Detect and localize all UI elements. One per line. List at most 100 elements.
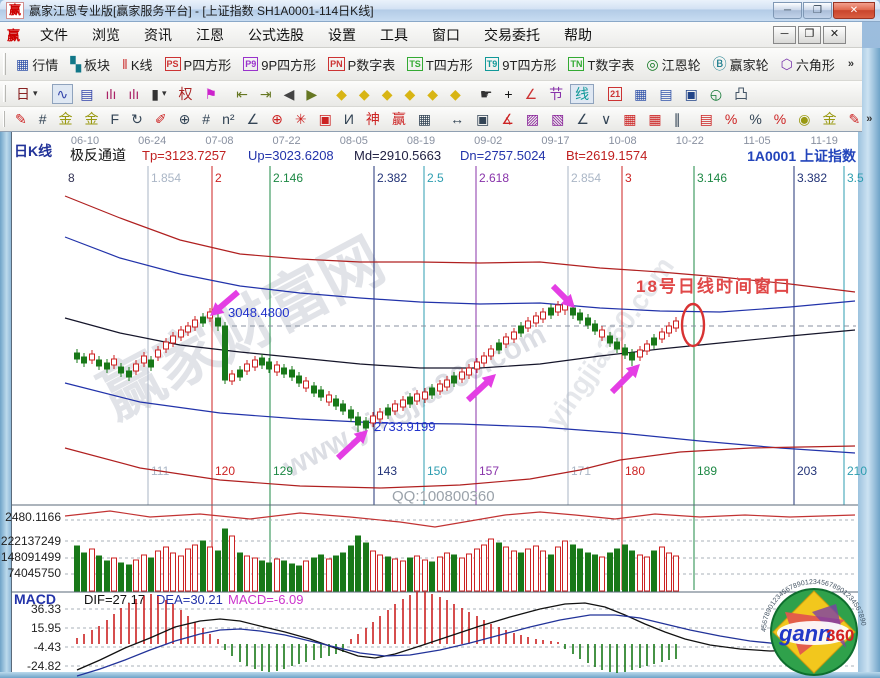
fan-tool[interactable]: ∡	[496, 109, 519, 129]
grid-box-tool[interactable]: ▧	[546, 109, 569, 129]
flag-button[interactable]: ⚑	[200, 84, 223, 104]
sectors-button[interactable]: ▚ 板块	[65, 53, 115, 76]
menu-item-6[interactable]: 工具	[380, 26, 409, 43]
mdi-close-button[interactable]: ✕	[823, 25, 846, 44]
dense-grid2-tool[interactable]: ▦	[643, 109, 666, 129]
price-list-tool[interactable]: ▤	[695, 109, 718, 129]
nine-p-square-button[interactable]: P9 9P四方形	[238, 53, 321, 76]
t-number-table-button[interactable]: TN T数字表	[563, 53, 639, 76]
crosshair-button[interactable]: +	[499, 84, 517, 104]
chart-export-button[interactable]: ◵	[705, 84, 727, 104]
parallel-tool[interactable]: ∥	[669, 109, 686, 129]
percent-wave-tool[interactable]: %	[720, 109, 742, 129]
menu-item-9[interactable]: 帮助	[564, 26, 593, 43]
ying-tool[interactable]: 赢	[387, 109, 411, 129]
first-page-button[interactable]: ⇤	[231, 84, 253, 104]
window-frame-right[interactable]	[858, 48, 880, 678]
span-tool[interactable]: ↔	[445, 109, 469, 129]
single-candle-dropdown-arrow-icon[interactable]: ▾	[162, 88, 167, 98]
menu-item-0[interactable]: 文件	[40, 26, 69, 43]
p-number-table-button[interactable]: PN P数字表	[323, 53, 400, 76]
line-tool-button[interactable]: 线	[570, 83, 595, 104]
pen-ruler-tool[interactable]: ✎	[843, 109, 865, 129]
kline-button[interactable]: ǁ K线	[117, 53, 157, 76]
notes-button[interactable]: ▤	[654, 84, 677, 104]
grid123-tool[interactable]: ▦	[413, 109, 436, 129]
fan-box-tool[interactable]: ▨	[521, 109, 544, 129]
menu-item-5[interactable]: 设置	[328, 26, 357, 43]
v-lines-tool[interactable]: ∨	[596, 109, 616, 129]
last-page-button[interactable]: ⇥	[255, 84, 277, 104]
title-bar[interactable]: 赢 赢家江恩专业版[赢家服务平台] - [上证指数 SH1A0001-114日K…	[0, 0, 880, 22]
marker-tool[interactable]: ✐	[150, 109, 172, 129]
gold-grid-tool[interactable]: 金	[54, 109, 78, 129]
next-button[interactable]: ▶	[301, 84, 322, 104]
gold-grid2-tool[interactable]: 金	[80, 109, 104, 129]
candle-style-dropdown-arrow-icon[interactable]: ▾	[33, 88, 38, 98]
angle-measure-button[interactable]: ∠	[520, 84, 543, 104]
calendar-button[interactable]: 21	[603, 85, 627, 103]
spiral-tool[interactable]: ↻	[126, 109, 148, 129]
print-button[interactable]: 凸	[729, 84, 753, 104]
toolbar3-overflow-button[interactable]: »	[866, 113, 872, 125]
shen-tool[interactable]: 神	[361, 109, 385, 129]
bars9-button[interactable]: ılı	[123, 84, 144, 104]
percent-tool[interactable]: %	[744, 109, 766, 129]
menu-item-1[interactable]: 浏览	[92, 26, 121, 43]
menu-item-2[interactable]: 资讯	[144, 26, 173, 43]
quotes-button[interactable]: ▦ 行情	[11, 53, 63, 76]
pencil-tool[interactable]: ✎	[10, 109, 32, 129]
candle-style-dropdown[interactable]: 日 ▾	[11, 84, 43, 104]
diamond-shrink-button[interactable]: ◆	[399, 84, 420, 104]
menu-item-3[interactable]: 江恩	[196, 26, 225, 43]
menu-item-7[interactable]: 窗口	[432, 26, 461, 43]
minimize-button[interactable]: ─	[773, 2, 802, 19]
gann-wheel-button[interactable]: ◎ 江恩轮	[641, 53, 705, 76]
mdi-restore-button[interactable]: ❐	[798, 25, 821, 44]
grid-tool[interactable]: #	[34, 109, 52, 129]
mdi-minimize-button[interactable]: ─	[773, 25, 796, 44]
star-tool[interactable]: ✳	[290, 109, 312, 129]
save-button[interactable]: ▣	[680, 84, 703, 104]
window-frame-bottom[interactable]	[0, 672, 880, 678]
single-candle-dropdown[interactable]: ▮ ▾	[146, 84, 171, 104]
winner-wheel-button[interactable]: Ⓑ 赢家轮	[708, 53, 774, 76]
info-panel-button[interactable]: ▤	[75, 84, 98, 104]
f-grid-tool[interactable]: F	[106, 109, 125, 129]
restoration-button[interactable]: 权	[174, 84, 198, 104]
scale-tool[interactable]: #	[197, 109, 215, 129]
close-button[interactable]: ✕	[833, 2, 875, 19]
bars3-button[interactable]: ılı	[101, 84, 122, 104]
diamond-all-button[interactable]: ◆	[422, 84, 443, 104]
dense-grid-tool[interactable]: ▦	[618, 109, 641, 129]
toolbar-grip2[interactable]	[3, 84, 6, 103]
diamond-expand-button[interactable]: ◆	[377, 84, 398, 104]
angle-ruler-tool[interactable]: ∠	[242, 109, 265, 129]
gold-line-tool[interactable]: 金	[817, 109, 841, 129]
calculator-button[interactable]: ▦	[629, 84, 652, 104]
diamond-cross-button[interactable]: ◆	[445, 84, 466, 104]
diamond-left-button[interactable]: ◆	[331, 84, 352, 104]
diamond-right-button[interactable]: ◆	[354, 84, 375, 104]
box-tool[interactable]: ▣	[471, 109, 494, 129]
n2-tool[interactable]: n²	[217, 109, 239, 129]
toolbar1-overflow-button[interactable]: »	[847, 58, 854, 70]
indicator-name[interactable]: 极反通道	[70, 147, 126, 163]
compass-tool[interactable]: ⊕	[174, 109, 196, 129]
wave-count-tool[interactable]: И	[339, 109, 359, 129]
menu-item-4[interactable]: 公式选股	[248, 26, 305, 43]
period-tab-kline-daily[interactable]: 日K线	[14, 143, 52, 159]
prev-button[interactable]: ◀	[279, 84, 300, 104]
t-square-button[interactable]: TS T四方形	[402, 53, 477, 76]
hexagon-button[interactable]: ⬡ 六角形	[776, 53, 840, 76]
toolbar-grip3[interactable]	[3, 110, 5, 128]
maximize-button[interactable]: ❐	[803, 2, 832, 19]
percent-line-tool[interactable]: %	[769, 109, 791, 129]
festival-button[interactable]: 节	[544, 84, 568, 104]
hand-tool-button[interactable]: ☛	[475, 84, 498, 104]
toolbar-grip[interactable]	[3, 52, 6, 76]
p-square-button[interactable]: PS P四方形	[160, 53, 237, 76]
macd-indicator-label[interactable]: MACD	[14, 591, 56, 607]
box-star-tool[interactable]: ▣	[314, 109, 337, 129]
